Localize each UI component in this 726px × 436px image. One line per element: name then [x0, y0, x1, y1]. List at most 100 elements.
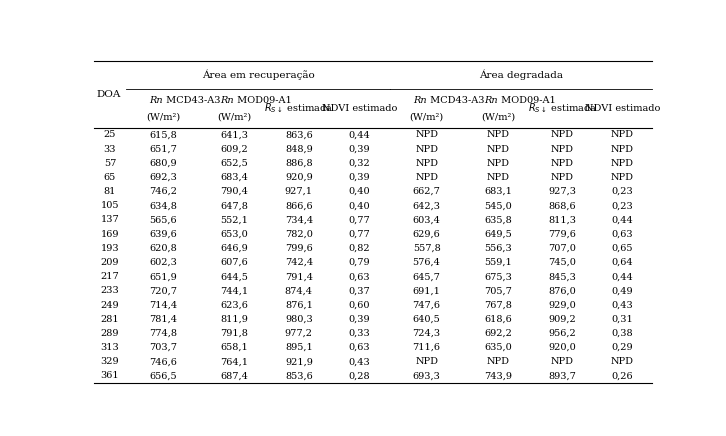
Text: 646,9: 646,9 — [221, 244, 248, 253]
Text: 0,77: 0,77 — [348, 230, 370, 238]
Text: DOA: DOA — [97, 90, 121, 99]
Text: NPD: NPD — [551, 357, 574, 366]
Text: 57: 57 — [104, 159, 116, 168]
Text: NPD: NPD — [415, 357, 438, 366]
Text: 556,3: 556,3 — [484, 244, 512, 253]
Text: 687,4: 687,4 — [220, 371, 248, 381]
Text: (W/m²): (W/m²) — [146, 112, 180, 122]
Text: 609,2: 609,2 — [221, 145, 248, 153]
Text: 977,2: 977,2 — [285, 329, 313, 338]
Text: 557,8: 557,8 — [413, 244, 441, 253]
Text: MOD09-A1: MOD09-A1 — [234, 96, 292, 106]
Text: 920,9: 920,9 — [285, 173, 313, 182]
Text: 233: 233 — [100, 286, 119, 295]
Text: 868,6: 868,6 — [549, 201, 576, 210]
Text: NPD: NPD — [415, 173, 438, 182]
Text: 853,6: 853,6 — [285, 371, 313, 381]
Text: 642,3: 642,3 — [412, 201, 441, 210]
Text: 0,77: 0,77 — [348, 215, 370, 225]
Text: MCD43-A3: MCD43-A3 — [163, 96, 221, 106]
Text: 634,8: 634,8 — [149, 201, 177, 210]
Text: 281: 281 — [101, 315, 119, 324]
Text: 65: 65 — [104, 173, 116, 182]
Text: MOD09-A1: MOD09-A1 — [498, 96, 555, 106]
Text: 774,8: 774,8 — [149, 329, 177, 338]
Text: 0,37: 0,37 — [348, 286, 370, 295]
Text: 980,3: 980,3 — [285, 315, 313, 324]
Text: (W/m²): (W/m²) — [217, 112, 251, 122]
Text: 956,2: 956,2 — [549, 329, 576, 338]
Text: 209: 209 — [101, 258, 119, 267]
Text: 781,4: 781,4 — [149, 315, 177, 324]
Text: 602,3: 602,3 — [149, 258, 177, 267]
Text: 0,65: 0,65 — [611, 244, 633, 253]
Text: 0,39: 0,39 — [348, 173, 370, 182]
Text: NPD: NPD — [551, 145, 574, 153]
Text: 927,1: 927,1 — [285, 187, 313, 196]
Text: Rn: Rn — [221, 96, 234, 106]
Text: 790,4: 790,4 — [220, 187, 248, 196]
Text: 81: 81 — [104, 187, 116, 196]
Text: 662,7: 662,7 — [412, 187, 441, 196]
Text: NDVI estimado: NDVI estimado — [584, 104, 660, 113]
Text: 649,5: 649,5 — [484, 230, 512, 238]
Text: Rn: Rn — [150, 96, 163, 106]
Text: NPD: NPD — [551, 159, 574, 168]
Text: 743,9: 743,9 — [484, 371, 512, 381]
Text: 658,1: 658,1 — [221, 343, 248, 352]
Text: (W/m²): (W/m²) — [409, 112, 444, 122]
Text: 848,9: 848,9 — [285, 145, 313, 153]
Text: 576,4: 576,4 — [412, 258, 441, 267]
Text: 289: 289 — [101, 329, 119, 338]
Text: 249: 249 — [101, 300, 119, 310]
Text: 0,33: 0,33 — [348, 329, 370, 338]
Text: 615,8: 615,8 — [149, 130, 176, 140]
Text: 782,0: 782,0 — [285, 230, 313, 238]
Text: 863,6: 863,6 — [285, 130, 313, 140]
Text: 0,82: 0,82 — [348, 244, 370, 253]
Text: 874,4: 874,4 — [285, 286, 313, 295]
Text: 0,23: 0,23 — [611, 201, 633, 210]
Text: 623,6: 623,6 — [220, 300, 248, 310]
Text: 217: 217 — [100, 272, 119, 281]
Text: 329: 329 — [101, 357, 119, 366]
Text: 640,5: 640,5 — [413, 315, 441, 324]
Text: 25: 25 — [104, 130, 116, 140]
Text: 0,63: 0,63 — [348, 272, 370, 281]
Text: 656,5: 656,5 — [149, 371, 176, 381]
Text: 545,0: 545,0 — [484, 201, 512, 210]
Text: 746,6: 746,6 — [149, 357, 177, 366]
Text: 0,40: 0,40 — [348, 201, 370, 210]
Text: 0,23: 0,23 — [611, 187, 633, 196]
Text: 635,8: 635,8 — [484, 215, 512, 225]
Text: 0,43: 0,43 — [611, 300, 633, 310]
Text: NPD: NPD — [611, 145, 634, 153]
Text: NPD: NPD — [486, 357, 510, 366]
Text: 193: 193 — [101, 244, 119, 253]
Text: 693,3: 693,3 — [412, 371, 441, 381]
Text: 692,3: 692,3 — [149, 173, 177, 182]
Text: NPD: NPD — [611, 357, 634, 366]
Text: 745,0: 745,0 — [549, 258, 576, 267]
Text: 764,1: 764,1 — [220, 357, 248, 366]
Text: 653,0: 653,0 — [221, 230, 248, 238]
Text: NPD: NPD — [486, 130, 510, 140]
Text: (W/m²): (W/m²) — [481, 112, 515, 122]
Text: 767,8: 767,8 — [484, 300, 512, 310]
Text: 565,6: 565,6 — [149, 215, 176, 225]
Text: 909,2: 909,2 — [549, 315, 576, 324]
Text: NPD: NPD — [415, 159, 438, 168]
Text: 746,2: 746,2 — [149, 187, 177, 196]
Text: 866,6: 866,6 — [285, 201, 313, 210]
Text: 921,9: 921,9 — [285, 357, 313, 366]
Text: 0,60: 0,60 — [348, 300, 370, 310]
Text: 799,6: 799,6 — [285, 244, 313, 253]
Text: 361: 361 — [101, 371, 119, 381]
Text: 33: 33 — [104, 145, 116, 153]
Text: 895,1: 895,1 — [285, 343, 313, 352]
Text: 618,6: 618,6 — [484, 315, 512, 324]
Text: NPD: NPD — [486, 159, 510, 168]
Text: MCD43-A3: MCD43-A3 — [427, 96, 484, 106]
Text: NPD: NPD — [611, 173, 634, 182]
Text: 629,6: 629,6 — [413, 230, 441, 238]
